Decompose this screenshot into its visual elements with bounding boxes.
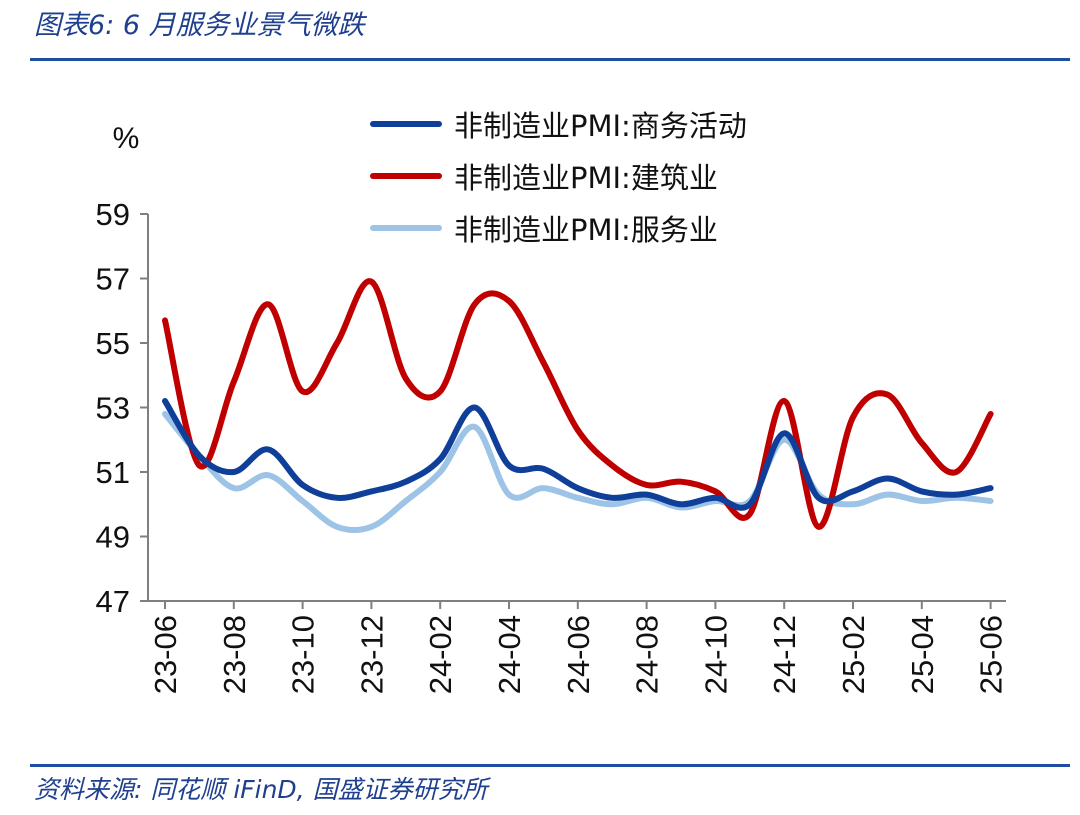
figure-title: 图表6: 6 月服务业景气微跌 — [34, 10, 365, 41]
y-tick-label: 55 — [96, 326, 130, 361]
legend-swatch-business-activity — [370, 121, 442, 127]
y-tick-label: 57 — [96, 262, 130, 297]
x-tick-label: 24-08 — [630, 615, 665, 694]
legend-label-services: 非制造业PMI:服务业 — [454, 213, 718, 247]
chart-legend: 非制造业PMI:商务活动 非制造业PMI:建筑业 非制造业PMI:服务业 — [370, 98, 747, 254]
y-tick-label: 59 — [96, 197, 130, 232]
legend-item-services: 非制造业PMI:服务业 — [370, 202, 747, 254]
x-tick-label: 25-04 — [905, 615, 940, 694]
y-axis-ticks: 47 49 51 53 55 57 59 — [96, 197, 148, 619]
x-tick-label: 24-10 — [698, 615, 733, 694]
x-axis-ticks: 23-06 23-08 23-10 23-12 24-02 24-04 24-06 24-08… — [148, 601, 1009, 694]
x-tick-label: 25-02 — [836, 615, 871, 694]
y-axis-unit-label: % — [113, 122, 140, 155]
legend-label-construction: 非制造业PMI:建筑业 — [454, 161, 718, 195]
y-tick-label: 47 — [96, 584, 130, 619]
series-line-services — [162, 411, 994, 534]
bottom-rule — [30, 764, 1070, 767]
x-tick-label: 23-08 — [217, 615, 252, 694]
x-tick-label: 23-06 — [148, 615, 183, 694]
x-tick-label: 24-04 — [492, 615, 527, 694]
series-line-business-activity — [162, 398, 994, 511]
x-tick-label: 24-02 — [423, 615, 458, 694]
legend-item-construction: 非制造业PMI:建筑业 — [370, 150, 747, 202]
x-tick-label: 23-10 — [286, 615, 321, 694]
legend-label-business-activity: 非制造业PMI:商务活动 — [454, 109, 747, 143]
series-line-construction — [162, 278, 994, 530]
x-tick-label: 25-06 — [974, 615, 1009, 694]
y-tick-label: 53 — [96, 391, 130, 426]
x-tick-label: 24-12 — [767, 615, 802, 694]
x-tick-label: 24-06 — [561, 615, 596, 694]
legend-swatch-services — [370, 225, 442, 231]
legend-item-business-activity: 非制造业PMI:商务活动 — [370, 98, 747, 150]
y-tick-label: 51 — [96, 455, 130, 490]
figure-source: 资料来源: 同花顺 iFinD, 国盛证券研究所 — [34, 775, 488, 804]
top-rule — [30, 58, 1070, 61]
x-tick-label: 23-12 — [354, 615, 389, 694]
series-lines — [162, 278, 994, 534]
legend-swatch-construction — [370, 173, 442, 179]
y-tick-label: 49 — [96, 520, 130, 555]
